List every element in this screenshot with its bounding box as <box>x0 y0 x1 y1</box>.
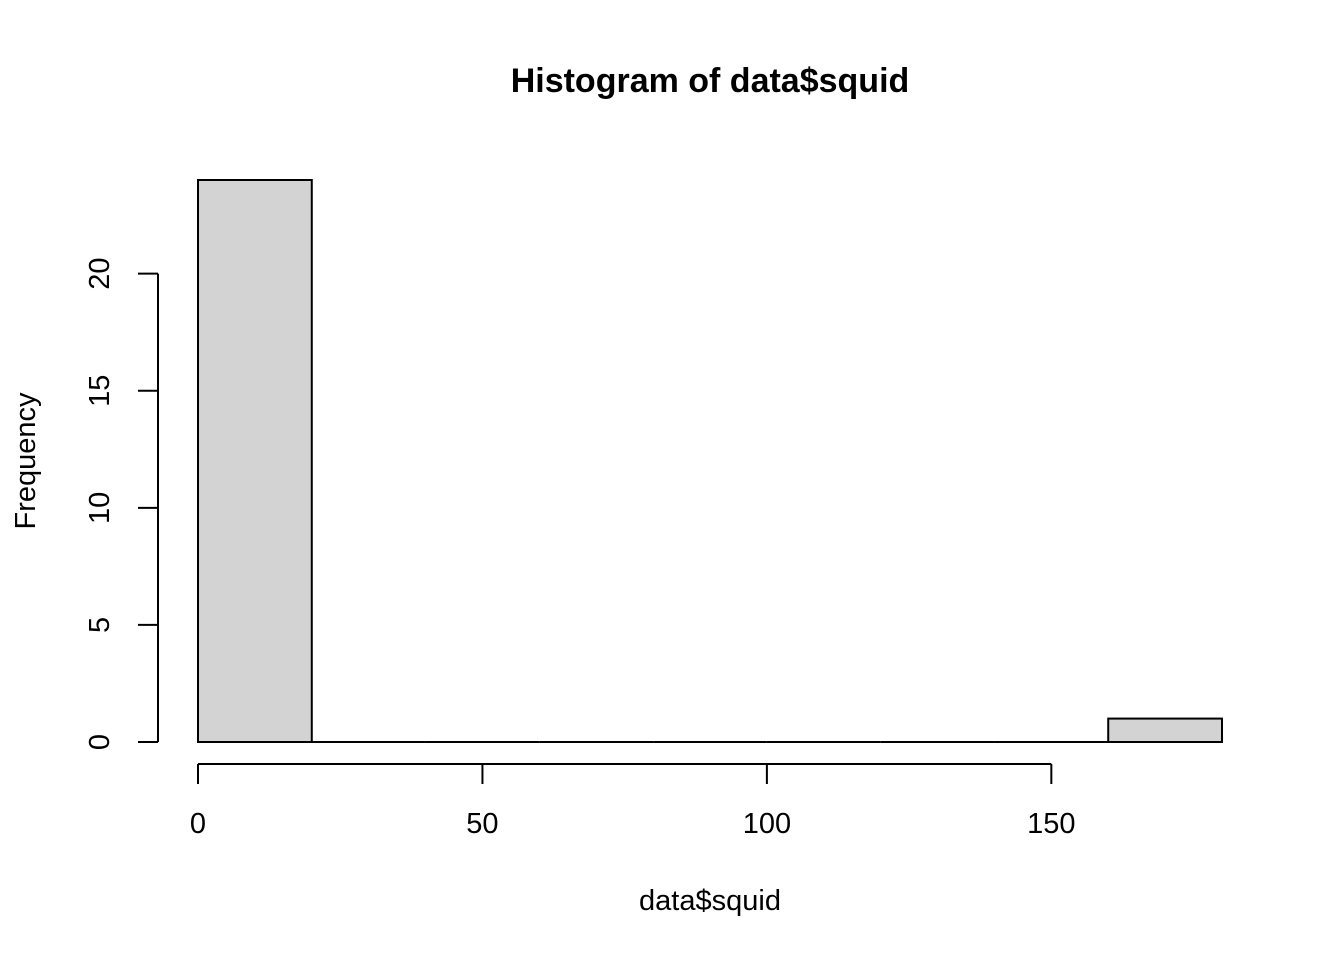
histogram-bars <box>197 179 1223 743</box>
histogram-bar-0 <box>197 179 313 743</box>
x-tick-label: 100 <box>743 808 791 840</box>
y-tick-label: 5 <box>84 617 116 633</box>
x-tick-label: 150 <box>1027 808 1075 840</box>
y-tick-label: 20 <box>84 258 116 290</box>
x-axis: 0 50 100 150 <box>190 763 1076 840</box>
y-tick-label: 10 <box>84 492 116 524</box>
y-axis-label: Frequency <box>10 392 42 530</box>
x-axis-label: data$squid <box>639 885 781 917</box>
histogram-bar-8 <box>1107 717 1223 743</box>
y-axis: 0 5 10 15 20 <box>84 258 159 750</box>
y-tick-label: 15 <box>84 375 116 407</box>
x-tick-label: 50 <box>466 808 498 840</box>
chart-title: Histogram of data$squid <box>511 62 910 100</box>
y-tick-label: 0 <box>84 734 116 750</box>
x-tick-label: 0 <box>190 808 206 840</box>
